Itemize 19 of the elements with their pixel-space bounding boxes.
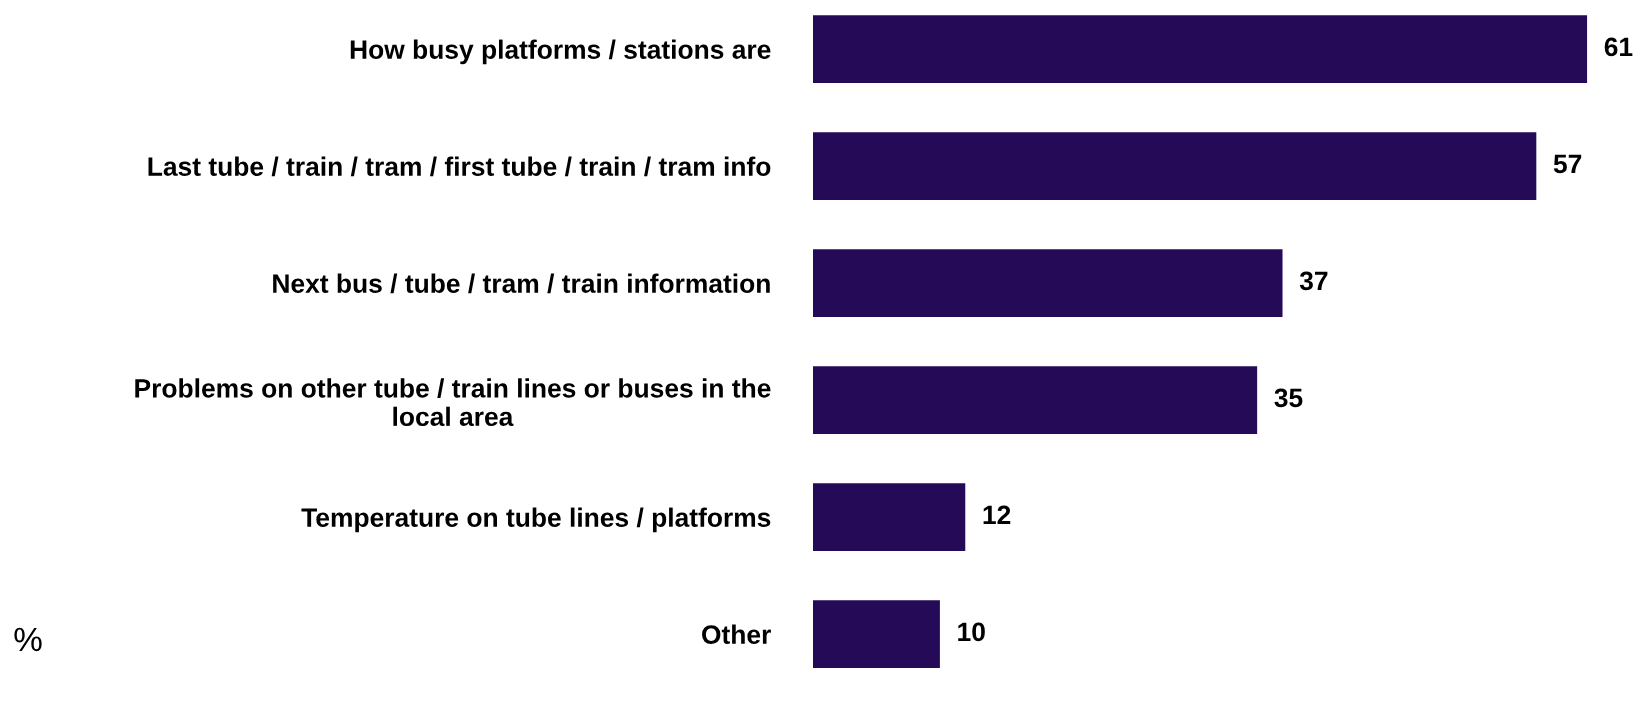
y-tick-label: Temperature on tube lines / platforms	[301, 507, 771, 533]
bar	[813, 249, 1283, 318]
bar	[813, 366, 1258, 435]
data-label: 57	[1553, 154, 1582, 174]
bar	[813, 483, 966, 552]
y-tick-label: Last tube / train / tram / first tube / train / tram info	[148, 156, 771, 177]
data-label: 10	[958, 622, 985, 642]
data-label: 12	[983, 505, 1011, 524]
y-tick-label: Other	[702, 624, 771, 644]
y-tick-label: Problems on other tube / train lines or buses in the local area	[135, 378, 771, 427]
bar	[813, 132, 1537, 201]
data-label: 61	[1604, 37, 1633, 57]
bar	[813, 15, 1588, 84]
y-tick-label: Next bus / tube / tram / train information	[273, 273, 770, 294]
data-label: 35	[1274, 388, 1303, 408]
y-tick-label: How busy platforms / stations are	[350, 39, 771, 65]
bar	[813, 600, 940, 669]
data-label: 37	[1299, 271, 1328, 291]
text: %	[14, 627, 42, 652]
